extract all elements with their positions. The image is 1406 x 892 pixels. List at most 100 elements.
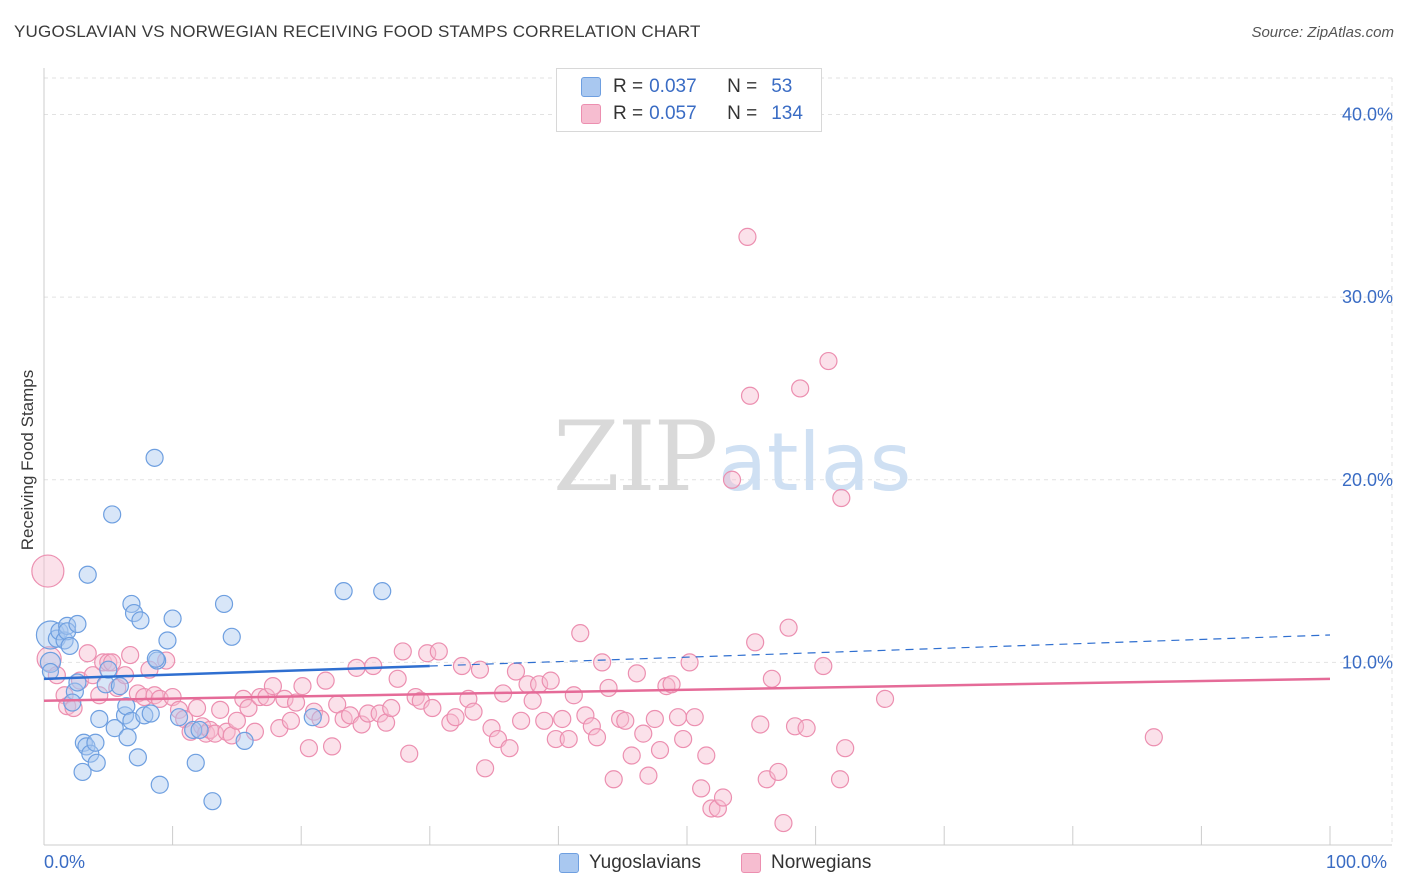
norwegians-point [370, 704, 389, 723]
norwegians-point [482, 719, 501, 738]
norwegians-point [227, 711, 246, 730]
yugoslavians-point [184, 720, 203, 740]
norwegians-point [680, 653, 699, 672]
legend-r-label: R = [613, 103, 644, 124]
norwegians-point [692, 779, 711, 798]
norwegians-point [576, 706, 595, 725]
norwegians-point [512, 711, 531, 730]
norwegians-point [639, 766, 658, 785]
norwegians-point [814, 656, 833, 676]
y-tick-label: 30.0% [1342, 287, 1393, 307]
norwegians-point [382, 698, 401, 718]
yugoslavians-point [128, 748, 147, 767]
norwegians-point [832, 488, 851, 508]
x-tick-label-max: 100.0% [1326, 852, 1388, 872]
yugoslavians-point [303, 708, 322, 727]
norwegians-point [541, 671, 560, 690]
norwegians-point [211, 700, 230, 719]
norwegians-point [708, 799, 727, 818]
norwegians-point [452, 656, 472, 676]
watermark-atlas: atlas [718, 416, 911, 509]
yugoslavians-point [150, 775, 169, 794]
yugoslavians-point [124, 603, 144, 623]
yugoslavians-point [235, 731, 254, 751]
norwegians-point [769, 762, 788, 782]
norwegians-point [751, 715, 770, 734]
norwegians-point [535, 711, 554, 730]
yugoslavians-point [334, 582, 353, 601]
norwegians-point [423, 698, 442, 718]
x-tick-label-min: 0.0% [44, 852, 86, 872]
norwegians-point [181, 722, 200, 741]
norwegians-point [523, 691, 542, 710]
norwegians-point [78, 644, 97, 663]
y-tick-labels: 10.0% 20.0% 30.0% 40.0% [1342, 105, 1393, 673]
norwegians-point [429, 642, 448, 661]
yugoslavians-point [90, 709, 109, 729]
norwegians-point [239, 698, 258, 718]
norwegians-point [559, 729, 578, 749]
yugoslavians-point [169, 708, 189, 727]
norwegians-point [245, 722, 265, 741]
norwegians-point [616, 711, 635, 730]
bottom-legend-norwegians: Norwegians [741, 852, 871, 874]
yugoslavians-point [163, 609, 182, 628]
norwegians-points [31, 227, 1163, 833]
norwegians-point [634, 724, 653, 743]
yugoslavians-point [73, 762, 92, 782]
yugoslavians-point [186, 753, 205, 772]
norwegians-point [446, 708, 465, 727]
norwegians-point [650, 740, 670, 760]
trend-lines [43, 634, 1331, 702]
yugoslavians-point [118, 728, 137, 747]
yugoslavians-point [145, 448, 164, 467]
norwegians-point [286, 693, 306, 712]
norwegians-point [99, 653, 118, 672]
yugoslavians-points [35, 448, 392, 811]
norwegians-point [500, 739, 519, 758]
norwegians-point [31, 554, 65, 588]
yugoslavians-point [373, 582, 392, 601]
yugoslavians-point [158, 631, 177, 650]
legend-row-norwegians: R = 0.057 N = 134 [581, 102, 803, 126]
yugoslavians-point [68, 614, 87, 634]
yugoslavians-point [146, 649, 165, 668]
norwegians-point [645, 709, 664, 729]
norwegians-point [281, 711, 301, 730]
yugoslavians-point [58, 622, 77, 641]
norwegians-point [553, 709, 572, 729]
norwegians-point [275, 689, 294, 709]
yugoslavians-point [103, 505, 122, 524]
legend-n-value: 53 [771, 76, 793, 97]
yugoslavians-point [203, 792, 222, 811]
bottom-legend-yugoslavians: Yugoslavians [559, 852, 701, 874]
yugoslavians-point [41, 662, 60, 681]
norwegians-point [599, 678, 618, 698]
norwegians-point [774, 813, 793, 833]
bottom-legend-label: Norwegians [771, 852, 872, 873]
norwegians-point [263, 677, 283, 696]
watermark-zip: ZIP [553, 401, 716, 513]
norwegians-point [470, 660, 490, 679]
norwegians-point [299, 739, 319, 758]
norwegians-point [697, 746, 716, 765]
norwegians-point [441, 713, 460, 732]
yugoslavians-point [60, 636, 79, 656]
yugoslavians-point [214, 594, 234, 614]
norwegians-point [475, 759, 495, 778]
bottom-legend-swatch-blue [559, 853, 579, 873]
norwegians-point [722, 470, 742, 489]
norwegians-point [830, 770, 850, 789]
norwegians-point [738, 227, 757, 246]
norwegians-point [564, 686, 583, 705]
norwegians-point [668, 708, 688, 727]
y-tick-label: 40.0% [1342, 105, 1393, 125]
yugoslavians-point [110, 677, 129, 696]
norwegians-point [797, 719, 816, 738]
yugoslavians-point [99, 660, 118, 679]
norwegians-point [593, 653, 612, 672]
yugoslavians-point [141, 704, 160, 723]
norwegians-point [785, 717, 805, 736]
yugoslavians-trend-extension [429, 634, 1331, 667]
norwegians-point [388, 669, 407, 688]
